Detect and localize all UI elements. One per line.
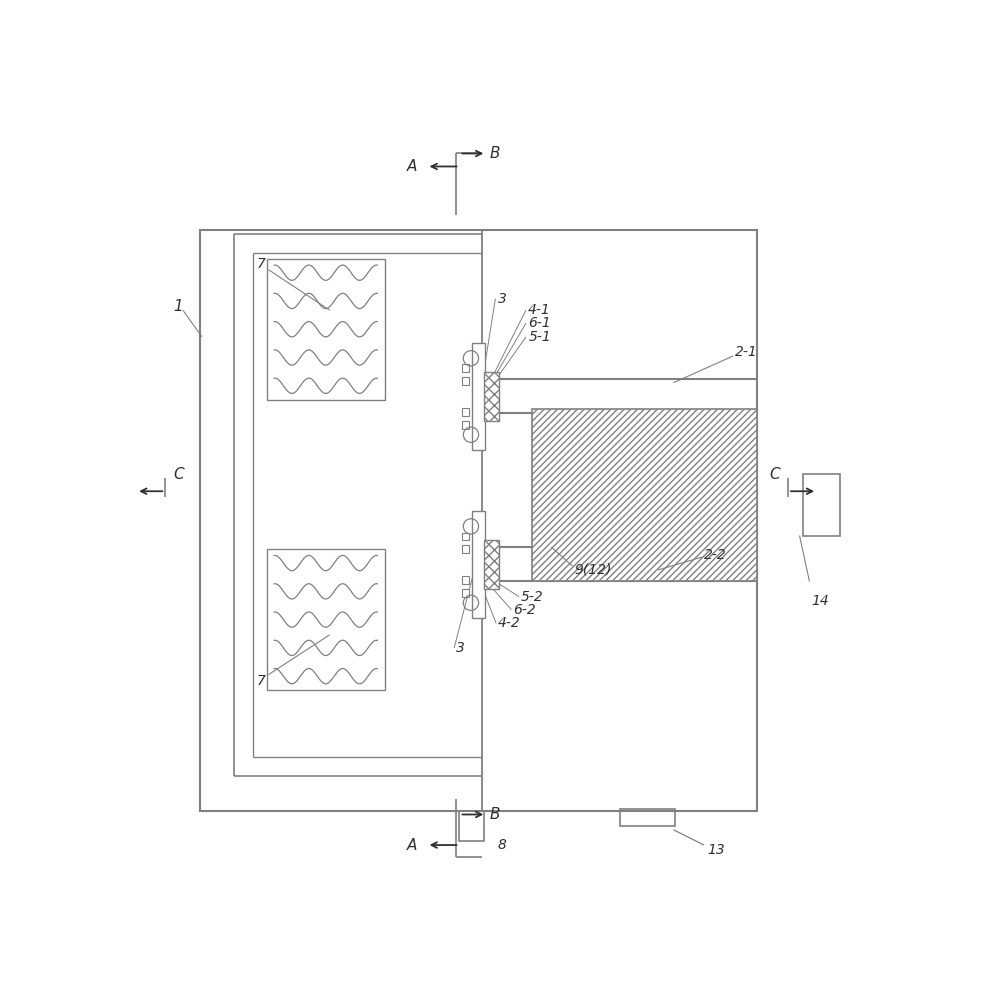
- Text: 13: 13: [708, 843, 726, 857]
- Text: C: C: [173, 467, 183, 482]
- Text: 3: 3: [456, 641, 464, 655]
- Bar: [266, 549, 385, 690]
- Bar: [804, 474, 840, 536]
- Text: A: A: [407, 159, 417, 174]
- Text: 7: 7: [257, 674, 266, 688]
- Bar: [461, 421, 469, 429]
- Text: 3: 3: [498, 292, 507, 306]
- Text: A: A: [407, 838, 417, 853]
- Bar: [461, 408, 469, 416]
- Bar: [461, 364, 469, 372]
- Text: 6-1: 6-1: [528, 316, 551, 330]
- Text: 8: 8: [498, 838, 507, 852]
- Text: B: B: [490, 146, 501, 161]
- Bar: [461, 377, 469, 385]
- Text: 2-1: 2-1: [735, 345, 757, 359]
- Text: 9(12): 9(12): [574, 563, 611, 577]
- Text: 5-1: 5-1: [528, 330, 551, 344]
- Bar: [461, 589, 469, 597]
- Text: 5-2: 5-2: [521, 590, 543, 604]
- Bar: [484, 540, 499, 589]
- Text: 14: 14: [810, 594, 829, 608]
- Text: 1: 1: [173, 299, 182, 314]
- Bar: [484, 372, 499, 421]
- Bar: [266, 259, 385, 400]
- Bar: [461, 533, 469, 540]
- Bar: [461, 545, 469, 553]
- Bar: [472, 343, 485, 450]
- Bar: [461, 576, 469, 584]
- Text: 4-1: 4-1: [528, 303, 551, 317]
- Text: 2-2: 2-2: [704, 548, 727, 562]
- Text: C: C: [770, 467, 781, 482]
- Text: 4-2: 4-2: [498, 616, 521, 630]
- Bar: [532, 409, 757, 581]
- Bar: [620, 809, 675, 826]
- Text: 7: 7: [257, 257, 266, 271]
- Bar: [459, 811, 484, 841]
- Text: B: B: [490, 807, 501, 822]
- Text: 6-2: 6-2: [513, 603, 535, 617]
- Bar: [199, 230, 757, 811]
- Bar: [472, 511, 485, 618]
